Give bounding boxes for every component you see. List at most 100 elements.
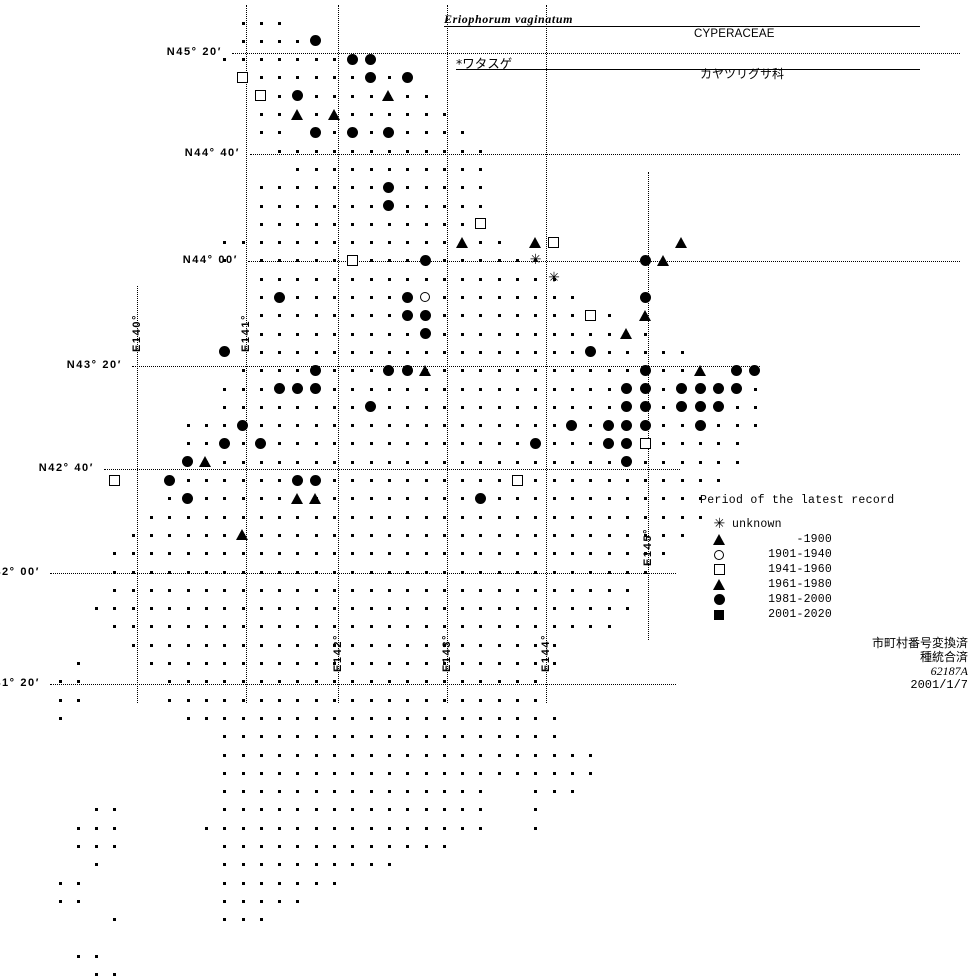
mesh-dot: [369, 94, 373, 98]
record-marker-circle: [401, 71, 413, 83]
record-marker-circle: [365, 53, 377, 65]
mesh-dot: [461, 680, 465, 684]
mesh-dot: [186, 552, 190, 556]
mesh-dot: [442, 186, 446, 190]
footer-code: 62187A: [930, 664, 968, 678]
mesh-dot: [351, 497, 355, 501]
mesh-dot: [607, 369, 611, 373]
mesh-dot: [351, 588, 355, 592]
mesh-dot: [644, 479, 648, 482]
mesh-dot: [76, 826, 80, 830]
mesh-dot: [461, 296, 465, 299]
mesh-dot: [479, 662, 483, 665]
mesh-dot: [314, 716, 318, 720]
mesh-dot: [570, 405, 574, 409]
mesh-dot: [333, 533, 336, 537]
mesh-dot: [406, 588, 410, 592]
mesh-dot: [406, 735, 410, 739]
mesh-dot: [406, 460, 410, 464]
record-marker-circle: [529, 437, 541, 449]
record-marker-circle: [346, 126, 358, 138]
mesh-dot: [223, 625, 227, 629]
mesh-dot: [424, 405, 428, 409]
mesh-dot: [479, 680, 483, 684]
mesh-dot: [95, 826, 99, 830]
mesh-dot: [497, 277, 501, 281]
mesh-dot: [223, 497, 227, 501]
mesh-dot: [406, 515, 410, 519]
mesh-dot: [113, 588, 117, 592]
mesh-dot: [424, 771, 428, 775]
mesh-dot: [644, 570, 648, 574]
record-marker-triangle: [290, 108, 303, 120]
mesh-dot: [259, 552, 263, 556]
mesh-dot: [314, 149, 318, 153]
latitude-label: N44° 00′: [182, 254, 238, 266]
mesh-dot: [333, 369, 336, 373]
mesh-dot: [369, 296, 373, 299]
mesh-dot: [735, 460, 739, 464]
mesh-dot: [406, 442, 410, 446]
mesh-dot: [406, 570, 410, 574]
mesh-dot: [442, 131, 446, 135]
mesh-dot: [186, 424, 190, 428]
longitude-label: E143°: [441, 633, 453, 672]
mesh-dot: [387, 515, 391, 519]
mesh-dot: [516, 259, 519, 263]
record-marker-circle: [584, 346, 596, 358]
mesh-dot: [241, 58, 245, 62]
mesh-dot: [442, 845, 446, 848]
mesh-dot: [479, 387, 483, 391]
mesh-dot: [95, 954, 99, 958]
mesh-dot: [516, 716, 519, 720]
mesh-dot: [314, 94, 318, 98]
mesh-dot: [387, 460, 391, 464]
mesh-dot: [333, 332, 336, 336]
mesh-dot: [241, 662, 245, 665]
mesh-dot: [351, 277, 355, 281]
mesh-dot: [204, 552, 208, 556]
mesh-dot: [351, 808, 355, 812]
mesh-dot: [58, 698, 62, 702]
record-marker-triangle: [327, 108, 340, 120]
mesh-dot: [534, 277, 538, 281]
legend-symbol-triangle: [706, 577, 732, 592]
mesh-dot: [259, 405, 263, 409]
longitude-gridline: [447, 5, 448, 703]
record-marker-circle: [365, 401, 377, 413]
mesh-dot: [570, 296, 574, 299]
mesh-dot: [58, 881, 62, 885]
mesh-dot: [442, 424, 446, 428]
mesh-dot: [570, 332, 574, 336]
mesh-dot: [168, 698, 172, 702]
mesh-dot: [424, 570, 428, 574]
mesh-dot: [150, 625, 153, 629]
mesh-dot: [699, 460, 702, 464]
mesh-dot: [534, 826, 538, 830]
record-marker-triangle: [290, 492, 303, 504]
mesh-dot: [333, 167, 336, 171]
record-marker-triangle: [309, 492, 322, 504]
mesh-dot: [680, 497, 684, 501]
mesh-dot: [442, 479, 446, 482]
mesh-dot: [552, 570, 556, 574]
mesh-dot: [351, 387, 355, 391]
mesh-dot: [351, 570, 355, 574]
mesh-dot: [204, 716, 208, 720]
mesh-dot: [351, 735, 355, 739]
mesh-dot: [406, 826, 410, 830]
mesh-dot: [369, 460, 373, 464]
mesh-dot: [607, 460, 611, 464]
mesh-dot: [369, 167, 373, 171]
mesh-dot: [351, 186, 355, 190]
mesh-dot: [424, 479, 428, 482]
mesh-dot: [204, 442, 208, 446]
mesh-dot: [461, 186, 465, 190]
mesh-dot: [461, 515, 465, 519]
mesh-dot: [570, 790, 574, 794]
mesh-dot: [241, 771, 245, 775]
record-marker-circle: [712, 383, 724, 394]
mesh-dot: [552, 460, 556, 464]
mesh-dot: [461, 808, 465, 812]
mesh-dot: [369, 424, 373, 428]
